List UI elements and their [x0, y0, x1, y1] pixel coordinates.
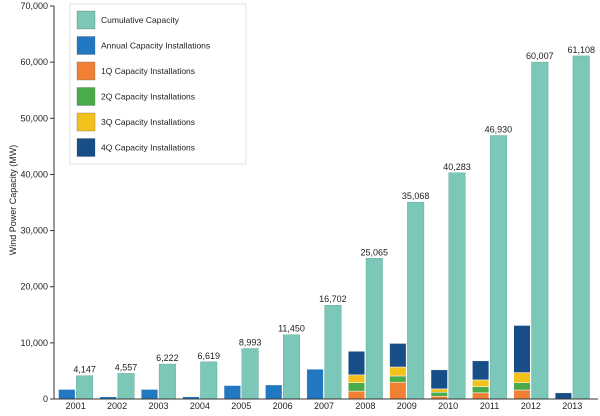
legend-label-4q-capacity-installations: 4Q Capacity Installations [101, 143, 195, 153]
x-tick-label: 2010 [438, 401, 458, 411]
x-tick-label: 2008 [355, 401, 375, 411]
bar-annual-2005 [223, 385, 241, 400]
legend-label-3q-capacity-installations: 3Q Capacity Installations [101, 117, 195, 127]
bar-cumulative-2003 [158, 363, 176, 400]
bar-cumulative-2009 [407, 201, 425, 400]
bar-1q-capacity-installations-2011 [472, 392, 490, 400]
bar-cumulative-2011 [489, 135, 507, 400]
legend-label-cumulative-capacity: Cumulative Capacity [101, 15, 180, 25]
axes [53, 6, 598, 400]
bar-4q-capacity-installations-2010 [430, 369, 448, 390]
value-label-2001: 4,147 [73, 365, 96, 375]
value-label-2010: 40,283 [443, 162, 471, 172]
bar-annual-2003 [141, 389, 159, 400]
bar-2q-capacity-installations-2011 [472, 386, 490, 394]
value-label-2012: 60,007 [526, 51, 554, 61]
bar-cumulative-2008 [365, 258, 383, 400]
legend-swatch-3q-capacity-installations [76, 112, 96, 132]
x-tick-label: 2011 [480, 401, 499, 411]
bar-cumulative-2010 [448, 172, 466, 400]
bar-4q-capacity-installations-2013 [554, 392, 572, 400]
bar-4q-capacity-installations-2011 [472, 360, 490, 381]
bar-cumulative-2012 [531, 61, 549, 400]
bar-1q-capacity-installations-2012 [513, 389, 531, 400]
value-label-2011: 46,930 [485, 125, 513, 135]
x-tick-label: 2003 [148, 401, 168, 411]
bar-cumulative-2007 [324, 305, 342, 400]
x-tick-label: 2004 [190, 401, 210, 411]
bar-2q-capacity-installations-2009 [389, 375, 407, 383]
value-label-2004: 6,619 [197, 351, 220, 361]
value-label-2013: 61,108 [567, 45, 595, 55]
value-label-2002: 4,557 [115, 362, 138, 372]
legend-label-annual-capacity-installations: Annual Capacity Installations [101, 41, 210, 51]
x-tick-label: 2012 [521, 401, 541, 411]
value-label-2003: 6,222 [156, 353, 179, 363]
bar-annual-2001 [58, 389, 76, 400]
x-tick-label: 2009 [397, 401, 417, 411]
legend-swatch-cumulative-capacity [76, 10, 96, 30]
bar-4q-capacity-installations-2012 [513, 325, 531, 373]
legend: Cumulative Capacity Annual Capacity Insta… [69, 3, 247, 165]
bar-cumulative-2013 [572, 55, 590, 400]
value-label-2005: 8,993 [239, 338, 262, 348]
value-label-2007: 16,702 [319, 294, 347, 304]
bar-annual-2006 [265, 384, 283, 400]
legend-swatch-2q-capacity-installations [76, 87, 96, 106]
bar-3q-capacity-installations-2012 [513, 372, 531, 383]
bar-cumulative-2001 [76, 375, 94, 400]
y-tick-label: 50,000 [20, 113, 48, 123]
value-label-2006: 11,450 [278, 324, 305, 334]
bar-1q-capacity-installations-2008 [347, 390, 366, 400]
x-tick-label: 2006 [273, 401, 293, 411]
bars [58, 55, 590, 400]
x-tick-label: 2013 [562, 401, 582, 411]
bar-3q-capacity-installations-2008 [347, 374, 366, 383]
legend-box [69, 3, 247, 165]
legend-label-1q-capacity-installations: 1Q Capacity Installations [101, 66, 195, 76]
value-label-2009: 35,068 [402, 191, 430, 201]
bar-3q-capacity-installations-2009 [389, 366, 407, 377]
bar-2q-capacity-installations-2008 [347, 382, 366, 392]
bar-3q-capacity-installations-2011 [472, 379, 490, 387]
legend-swatch-annual-capacity-installations [76, 36, 96, 55]
x-tick-label: 2005 [231, 401, 251, 411]
bar-4q-capacity-installations-2008 [347, 351, 366, 376]
bar-cumulative-2006 [283, 334, 300, 400]
legend-swatch-1q-capacity-installations [76, 61, 96, 81]
bar-annual-2007 [306, 369, 324, 400]
x-tick-label: 2007 [314, 401, 334, 411]
value-labels: 4,147 4,557 6,222 6,619 8,993 11,450 16,702 25,… [73, 45, 595, 375]
bar-4q-capacity-installations-2009 [389, 343, 407, 368]
x-tick-label: 2002 [107, 401, 127, 411]
y-tick-label: 40,000 [20, 169, 48, 179]
y-tick-label: 60,000 [20, 57, 48, 67]
legend-label-2q-capacity-installations: 2Q Capacity Installations [101, 92, 195, 102]
bar-1q-capacity-installations-2009 [389, 381, 407, 400]
y-tick-label: 10,000 [20, 338, 48, 348]
bar-2q-capacity-installations-2012 [513, 382, 531, 391]
bar-cumulative-2005 [241, 348, 259, 400]
y-tick-label: 0 [43, 394, 48, 404]
value-label-2008: 25,065 [361, 247, 389, 257]
x-tick-label: 2001 [66, 401, 86, 411]
y-tick-label: 70,000 [20, 1, 48, 11]
bar-cumulative-2004 [200, 361, 218, 400]
y-tick-label: 20,000 [20, 282, 48, 292]
legend-swatch-4q-capacity-installations [76, 138, 96, 157]
bar-cumulative-2002 [117, 373, 135, 400]
bar-2q-capacity-installations-2010 [430, 392, 448, 397]
bar-3q-capacity-installations-2010 [430, 388, 448, 393]
y-tick-label: 30,000 [20, 226, 48, 236]
y-axis-label: Wind Power Capacity (MW) [8, 145, 18, 256]
y-tick-marks: 0 10,000 20,000 30,000 40,000 50,000 60,000 70,… [20, 1, 582, 411]
